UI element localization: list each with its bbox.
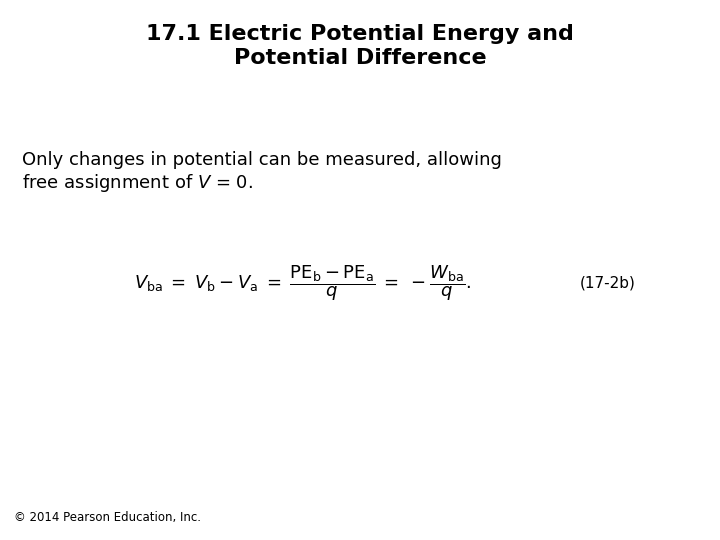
Text: © 2014 Pearson Education, Inc.: © 2014 Pearson Education, Inc.	[14, 511, 202, 524]
Text: (17-2b): (17-2b)	[580, 276, 636, 291]
Text: Only changes in potential can be measured, allowing
free assignment of $V$ = 0.: Only changes in potential can be measure…	[22, 151, 501, 194]
Text: 17.1 Electric Potential Energy and
Potential Difference: 17.1 Electric Potential Energy and Poten…	[146, 24, 574, 68]
Text: $V_{\rm ba}\; =\; V_{\rm b} - V_{\rm a}\; =\; \dfrac{{\rm PE}_{\rm b} - {\rm PE}: $V_{\rm ba}\; =\; V_{\rm b} - V_{\rm a}\…	[134, 264, 471, 303]
